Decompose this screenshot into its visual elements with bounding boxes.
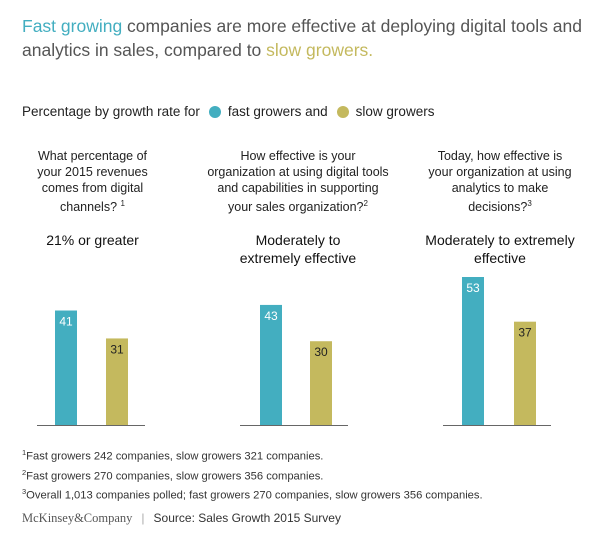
- chart3-bar-slow: [514, 321, 536, 425]
- chart2-question: How effective is your organization at us…: [207, 149, 389, 215]
- footer: McKinsey&Company | Source: Sales Growth 20…: [22, 511, 341, 526]
- legend-fast-swatch: [208, 105, 221, 118]
- chart3-answer: Moderately to extremely effective: [425, 232, 575, 266]
- chart1-answer: 21% or greater: [46, 232, 139, 248]
- footer-separator: |: [141, 511, 145, 525]
- chart2-label-slow: 30: [314, 345, 328, 359]
- legend-slow-label: slow growers: [355, 104, 435, 119]
- chart1-label-fast: 41: [59, 315, 73, 329]
- footnote-3: 3Overall 1,013 companies polled; fast gr…: [22, 487, 483, 503]
- footnotes: 1Fast growers 242 companies, slow grower…: [22, 445, 483, 504]
- chart1-bar-fast: [55, 310, 77, 425]
- chart3-bar-fast: [462, 277, 484, 425]
- title-fast-growing: Fast growing: [22, 16, 123, 36]
- title-middle: companies are more effective at deployin…: [22, 16, 582, 60]
- chart2-note: 2: [363, 199, 368, 208]
- chart2-bar-fast: [260, 304, 282, 425]
- brand-logo: McKinsey&Company: [22, 511, 133, 525]
- chart2-answer: Moderately to extremely effective: [239, 232, 357, 266]
- chart-title: Fast growing companies are more effectiv…: [22, 14, 602, 62]
- chart3-note: 3: [527, 199, 532, 208]
- chart3-question: Today, how effective is your organizatio…: [428, 149, 572, 215]
- source-note: Source: Sales Growth 2015 Survey: [153, 511, 341, 525]
- chart1-question: What percentage of your 2015 revenues co…: [37, 149, 148, 215]
- title-slow-growers: slow growers.: [266, 40, 374, 60]
- chart1-bar-slow: [106, 338, 128, 425]
- legend: Percentage by growth rate for fast growe…: [22, 104, 434, 119]
- chart3-label-fast: 53: [466, 281, 480, 295]
- chart1-note: 1: [120, 199, 125, 208]
- legend-prefix: Percentage by growth rate for: [22, 104, 200, 119]
- legend-fast-label: fast growers and: [227, 104, 328, 119]
- footnote-2: 2Fast growers 270 companies, slow grower…: [22, 467, 324, 483]
- chart2-label-fast: 43: [264, 309, 278, 323]
- chart3-label-slow: 37: [518, 326, 532, 340]
- chart2-bar-slow: [310, 341, 332, 425]
- legend-slow-swatch: [336, 105, 349, 118]
- footnote-1: 1Fast growers 242 companies, slow grower…: [22, 448, 324, 463]
- chart1-label-slow: 31: [110, 342, 124, 356]
